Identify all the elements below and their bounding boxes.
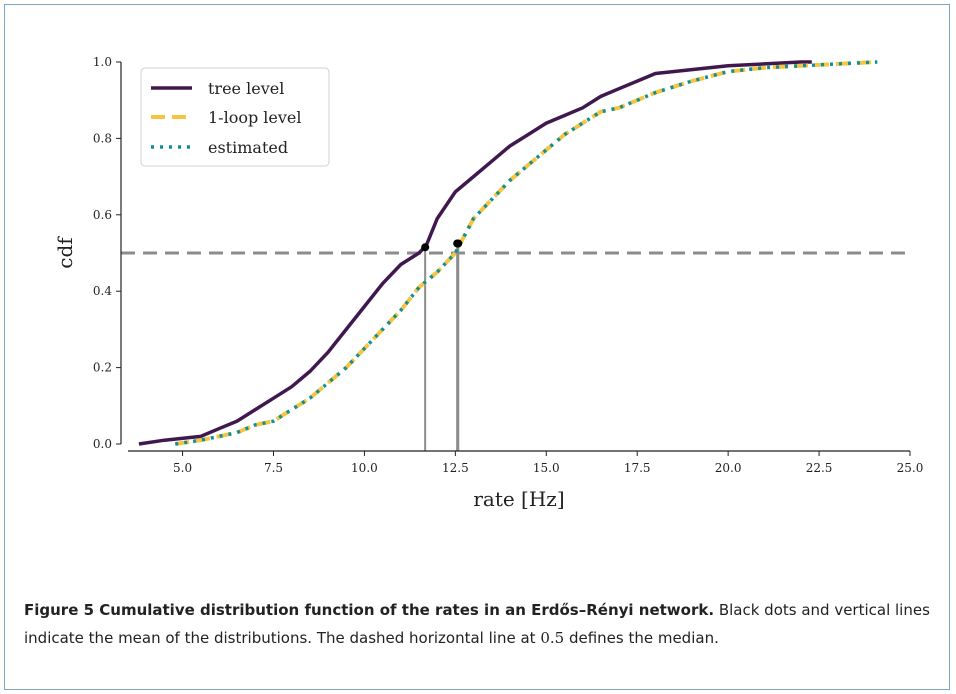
legend-label-estimated: estimated bbox=[208, 138, 288, 157]
y-tick-label: 0.4 bbox=[93, 284, 112, 298]
mean-dots bbox=[421, 239, 463, 252]
y-tick-label: 0.8 bbox=[93, 131, 112, 145]
y-tick-label: 0.2 bbox=[93, 361, 112, 375]
y-tick-label: 1.0 bbox=[93, 55, 112, 69]
x-tick-label: 10.0 bbox=[351, 461, 378, 475]
legend: tree level 1-loop level estimated bbox=[140, 67, 330, 167]
x-tick-label: 25.0 bbox=[897, 461, 924, 475]
x-tick-label: 20.0 bbox=[715, 461, 742, 475]
caption-text-1: Black dots and vertical lines indicate t… bbox=[24, 601, 930, 647]
x-axis-label: rate [Hz] bbox=[473, 487, 564, 511]
y-axis-label: cdf bbox=[53, 236, 77, 269]
series-layer bbox=[138, 60, 878, 446]
x-tick-label: 17.5 bbox=[624, 461, 651, 475]
caption-math: 0.5 bbox=[540, 629, 565, 647]
x-tick-label: 15.0 bbox=[533, 461, 560, 475]
caption-title: Figure 5 Cumulative distribution functio… bbox=[24, 601, 715, 619]
cdf-chart: 5.0 7.5 10.0 12.5 15.0 17.5 20.0 22.5 25.0 0.0 0.2… bbox=[53, 55, 923, 511]
caption-text-2: defines the median. bbox=[564, 629, 719, 647]
series-tree-level bbox=[138, 60, 812, 446]
legend-box bbox=[140, 67, 330, 167]
x-tick-label: 22.5 bbox=[806, 461, 833, 475]
legend-label-tree: tree level bbox=[208, 79, 284, 98]
y-tick-label: 0.0 bbox=[93, 437, 112, 451]
x-tick-label: 5.0 bbox=[173, 461, 192, 475]
axes: 5.0 7.5 10.0 12.5 15.0 17.5 20.0 22.5 25.0 0.0 0.2… bbox=[93, 55, 923, 475]
mean-dot bbox=[454, 239, 463, 248]
y-tick-label: 0.6 bbox=[93, 208, 112, 222]
figure-caption: Figure 5 Cumulative distribution functio… bbox=[24, 596, 934, 652]
x-tick-label: 12.5 bbox=[442, 461, 469, 475]
mean-lines bbox=[424, 243, 460, 451]
x-tick-label: 7.5 bbox=[264, 461, 283, 475]
legend-label-1-loop: 1-loop level bbox=[208, 108, 302, 127]
mean-dot bbox=[421, 243, 430, 252]
series-estimated bbox=[175, 60, 878, 446]
